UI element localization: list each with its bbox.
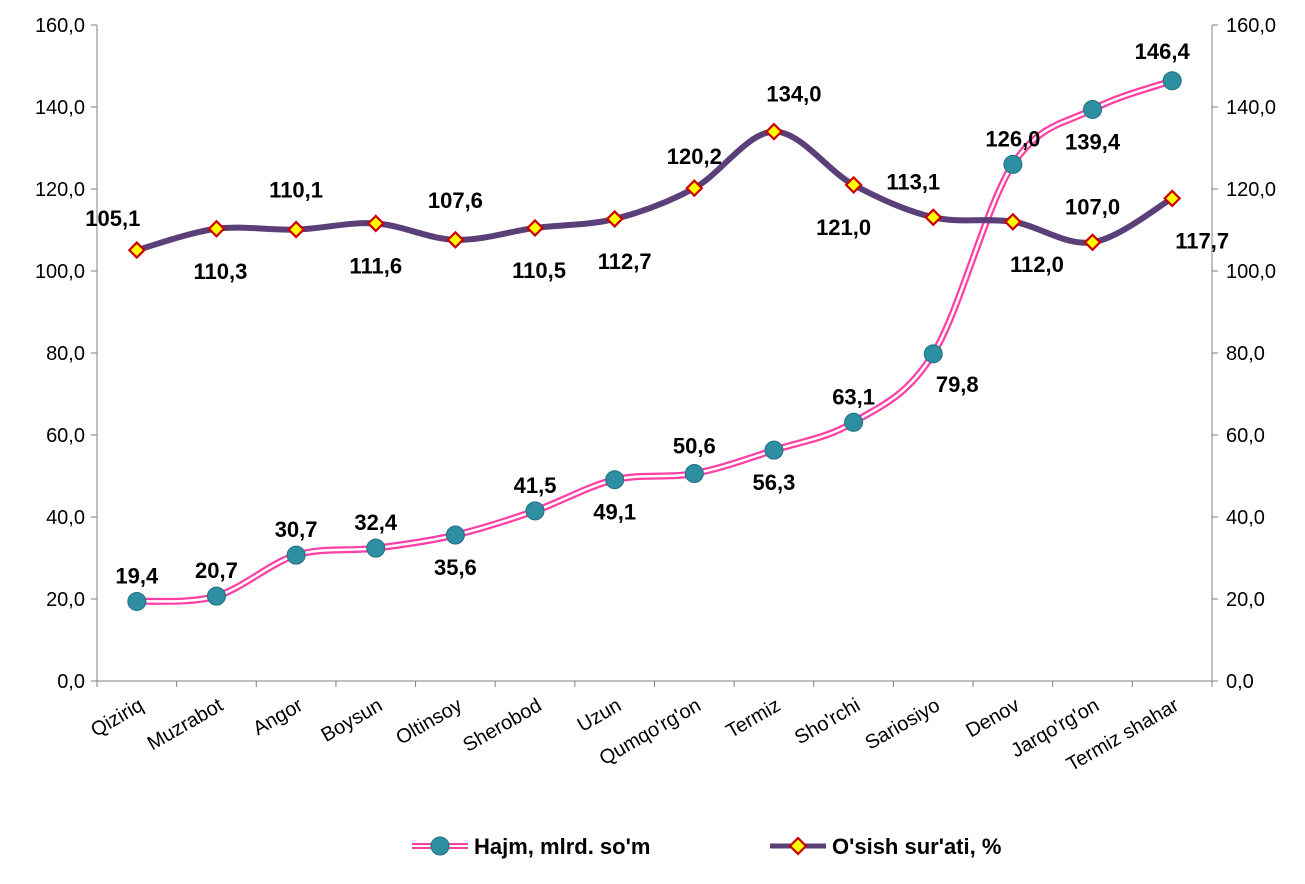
series-osish-point [844, 175, 863, 194]
y-tick-label-right: 140,0 [1226, 97, 1276, 119]
x-category-label: Sho'rchi [791, 694, 864, 749]
y-tick-label-left: 40,0 [46, 507, 85, 529]
series-osish-point [525, 218, 545, 238]
series-hajm-point [206, 586, 226, 606]
x-category-label: Angor [249, 694, 307, 740]
series-osish-point [685, 179, 704, 198]
data-label-hajm: 32,4 [354, 510, 398, 535]
legend-hajm-marker [430, 836, 450, 856]
y-tick-label-right: 60,0 [1226, 425, 1265, 447]
data-label-osish: 120,2 [667, 144, 722, 169]
data-label-osish: 107,6 [428, 188, 483, 213]
data-label-hajm: 63,1 [832, 384, 875, 409]
series-osish-point [1003, 212, 1022, 231]
data-label-osish: 105,1 [85, 206, 140, 231]
data-label-osish: 107,0 [1065, 194, 1120, 219]
series-hajm-point [764, 440, 784, 460]
data-label-osish: 121,0 [816, 215, 871, 240]
data-label-osish: 112,0 [1010, 252, 1064, 277]
y-tick-label-left: 140,0 [35, 97, 85, 119]
x-category-label: Sariosiyo [862, 694, 944, 754]
data-label-hajm: 126,0 [985, 126, 1040, 151]
series-osish-point [127, 241, 146, 260]
series-osish-point [287, 220, 306, 239]
legend-osish-marker [788, 836, 808, 856]
data-label-osish: 117,7 [1175, 228, 1229, 253]
y-tick-label-right: 20,0 [1226, 589, 1265, 611]
data-label-hajm: 50,6 [673, 434, 716, 459]
x-category-label: Uzun [574, 694, 625, 736]
series-osish-point [605, 209, 624, 228]
x-category-label: Sherobod [459, 694, 545, 756]
x-category-label: Denov [962, 694, 1023, 742]
data-label-hajm: 139,4 [1065, 129, 1121, 154]
data-label-hajm: 56,3 [753, 470, 796, 495]
y-tick-label-right: 160,0 [1226, 15, 1276, 37]
y-tick-label-left: 60,0 [46, 425, 85, 447]
y-tick-label-left: 20,0 [46, 589, 85, 611]
series-hajm-point [684, 464, 704, 484]
series-osish-point [1083, 233, 1102, 252]
x-category-label: Boysun [317, 694, 386, 746]
x-category-label: Termiz [722, 694, 784, 742]
series-hajm-point [923, 344, 943, 364]
y-tick-label-right: 100,0 [1226, 261, 1276, 283]
y-tick-label-left: 100,0 [35, 261, 85, 283]
data-label-hajm: 79,8 [936, 372, 979, 397]
x-category-label: Qiziriq [87, 694, 147, 741]
series-hajm-point [844, 412, 864, 432]
legend-osish-label: O'sish sur'ati, % [832, 834, 1001, 859]
series-osish-point [924, 208, 943, 227]
y-tick-label-right: 40,0 [1226, 507, 1265, 529]
series-hajm-point [127, 591, 147, 611]
data-label-osish: 113,1 [886, 169, 940, 194]
series-osish-point [764, 122, 784, 141]
x-category-label: Muzrabot [144, 694, 228, 755]
series-hajm-point [605, 470, 625, 490]
series-osish-point [1163, 189, 1182, 208]
data-label-osish: 134,0 [766, 82, 821, 107]
series-hajm-point [1003, 154, 1023, 174]
series-hajm-point [286, 545, 306, 565]
series-hajm-point [366, 538, 386, 558]
series-osish-point [207, 219, 226, 238]
data-label-hajm: 20,7 [195, 558, 238, 583]
series-hajm-point [445, 525, 465, 545]
y-tick-label-left: 120,0 [35, 179, 85, 201]
data-label-hajm: 41,5 [514, 473, 557, 498]
series-osish-point [366, 214, 385, 233]
x-category-label: Oltinsoy [392, 694, 466, 749]
data-label-hajm: 146,4 [1135, 39, 1191, 64]
series-hajm-point [1083, 99, 1103, 119]
y-tick-label-right: 80,0 [1226, 343, 1265, 365]
y-tick-label-right: 120,0 [1226, 179, 1276, 201]
data-label-osish: 110,3 [194, 259, 248, 284]
data-label-osish: 110,5 [512, 258, 566, 283]
data-label-hajm: 49,1 [593, 500, 636, 525]
data-label-osish: 110,1 [269, 178, 323, 203]
series-hajm-point [525, 501, 545, 521]
data-label-hajm: 30,7 [275, 517, 318, 542]
legend-hajm-label: Hajm, mlrd. so'm [474, 834, 650, 859]
y-tick-label-left: 160,0 [35, 15, 85, 37]
y-tick-label-left: 0,0 [57, 671, 85, 693]
data-label-osish: 112,7 [598, 249, 652, 274]
data-label-hajm: 19,4 [115, 563, 159, 588]
y-tick-label-right: 0,0 [1226, 671, 1254, 693]
data-label-osish: 111,6 [349, 253, 402, 278]
y-tick-label-left: 80,0 [46, 343, 85, 365]
series-hajm-point [1162, 71, 1182, 91]
data-label-hajm: 35,6 [434, 555, 477, 580]
series-osish-point [446, 230, 465, 249]
